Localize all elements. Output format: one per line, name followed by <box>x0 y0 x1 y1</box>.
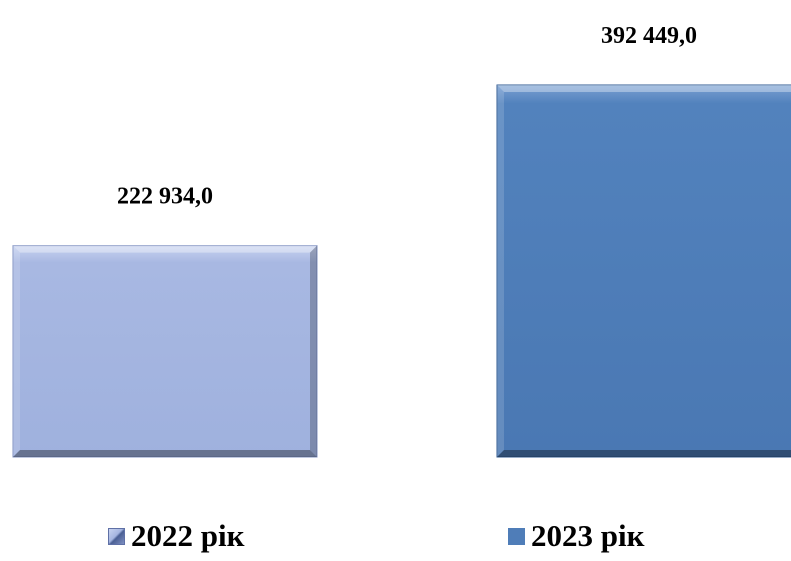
legend-label-2022: 2022 рік <box>131 518 245 553</box>
legend: 2022 рік 2023 рік <box>0 518 791 558</box>
legend-label-2023: 2023 рік <box>531 518 645 553</box>
bar-2023 <box>496 84 791 458</box>
legend-swatch-2023 <box>508 527 525 545</box>
legend-item-2022: 2022 рік <box>108 518 244 554</box>
value-label-2023: 392 449,0 <box>601 23 697 49</box>
legend-swatch-2022 <box>108 527 125 545</box>
legend-item-2023: 2023 рік <box>508 518 644 554</box>
bar-2022 <box>12 245 318 458</box>
value-label-2022: 222 934,0 <box>117 184 213 210</box>
